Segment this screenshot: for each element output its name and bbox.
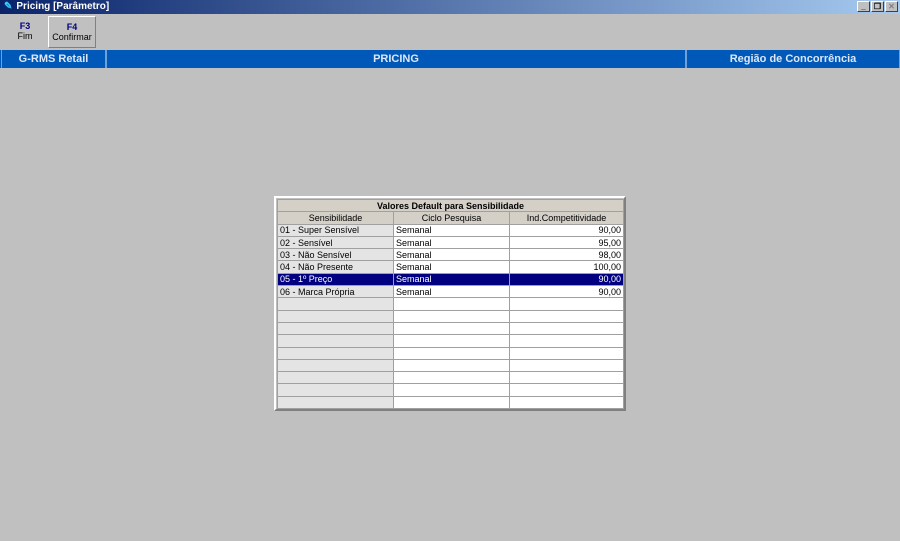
table-cell[interactable] bbox=[509, 346, 624, 360]
toolbar: F3 Fim F4 Confirmar bbox=[0, 15, 900, 48]
empty-row[interactable] bbox=[277, 383, 624, 397]
empty-row[interactable] bbox=[277, 395, 624, 410]
table-cell[interactable]: 01 - Super Sensível bbox=[277, 223, 394, 237]
table-cell[interactable] bbox=[509, 358, 624, 373]
table-cell[interactable] bbox=[509, 297, 624, 311]
column-header[interactable]: Sensibilidade bbox=[277, 211, 394, 225]
table-cell[interactable]: 06 - Marca Própria bbox=[277, 285, 394, 299]
screen-name: Região de Concorrência bbox=[686, 50, 900, 68]
app-name: G-RMS Retail bbox=[1, 50, 106, 68]
table-cell[interactable]: 95,00 bbox=[509, 235, 624, 250]
table-cell[interactable]: 03 - Não Sensível bbox=[277, 248, 394, 262]
table-cell[interactable]: 90,00 bbox=[509, 285, 624, 299]
column-header[interactable]: Ind.Competitividade bbox=[509, 211, 624, 225]
table-cell[interactable] bbox=[277, 358, 394, 373]
table-row[interactable]: 02 - Sensível Semanal 95,00 bbox=[277, 235, 624, 250]
table-row[interactable]: 06 - Marca Própria Semanal 90,00 bbox=[277, 285, 624, 299]
table-cell[interactable] bbox=[509, 395, 624, 410]
table-cell[interactable] bbox=[393, 309, 510, 323]
table-cell[interactable] bbox=[509, 383, 624, 397]
title-bar: ✎ Pricing [Parâmetro] _ ❐ ✕ bbox=[0, 0, 900, 14]
grid-title: Valores Default para Sensibilidade bbox=[277, 198, 624, 213]
empty-row[interactable] bbox=[277, 346, 624, 360]
empty-row[interactable] bbox=[277, 309, 624, 323]
table-cell[interactable] bbox=[393, 297, 510, 311]
table-cell[interactable] bbox=[393, 395, 510, 410]
table-cell[interactable] bbox=[393, 346, 510, 360]
column-header[interactable]: Ciclo Pesquisa bbox=[393, 211, 510, 225]
table-cell[interactable] bbox=[277, 395, 394, 410]
table-cell[interactable]: 98,00 bbox=[509, 248, 624, 262]
table-cell[interactable] bbox=[277, 309, 394, 323]
f4-confirmar-button[interactable]: F4 Confirmar bbox=[48, 16, 96, 48]
app-icon: ✎ bbox=[4, 1, 13, 12]
table-cell[interactable] bbox=[393, 321, 510, 336]
table-cell[interactable] bbox=[393, 358, 510, 373]
sensitivity-grid: Valores Default para Sensibilidade Sensi… bbox=[277, 198, 624, 410]
key-label: F4 bbox=[66, 22, 78, 32]
sensitivity-grid-panel: Valores Default para Sensibilidade Sensi… bbox=[274, 196, 626, 411]
table-row[interactable]: 01 - Super Sensível Semanal 90,00 bbox=[277, 223, 624, 237]
f3-fim-button[interactable]: F3 Fim bbox=[1, 16, 49, 48]
table-cell[interactable]: Semanal bbox=[393, 260, 510, 274]
table-cell[interactable]: Semanal bbox=[393, 272, 510, 287]
table-cell[interactable] bbox=[393, 334, 510, 348]
table-cell[interactable]: 90,00 bbox=[509, 223, 624, 237]
empty-row[interactable] bbox=[277, 321, 624, 336]
table-cell[interactable]: Semanal bbox=[393, 223, 510, 237]
table-cell[interactable] bbox=[393, 383, 510, 397]
module-name: PRICING bbox=[106, 50, 686, 68]
table-cell[interactable]: 04 - Não Presente bbox=[277, 260, 394, 274]
table-cell[interactable] bbox=[393, 371, 510, 385]
minimize-button[interactable]: _ bbox=[857, 1, 870, 12]
empty-row[interactable] bbox=[277, 297, 624, 311]
button-label: Fim bbox=[17, 31, 33, 41]
table-cell[interactable]: 02 - Sensível bbox=[277, 235, 394, 250]
table-cell[interactable] bbox=[277, 346, 394, 360]
table-cell[interactable] bbox=[509, 321, 624, 336]
table-cell[interactable] bbox=[509, 334, 624, 348]
header-band: G-RMS Retail PRICING Região de Concorrên… bbox=[0, 50, 900, 68]
table-cell[interactable] bbox=[277, 297, 394, 311]
table-row[interactable]: 03 - Não Sensível Semanal 98,00 bbox=[277, 248, 624, 262]
table-row[interactable]: 05 - 1º Preço Semanal 90,00 bbox=[277, 272, 624, 287]
empty-row[interactable] bbox=[277, 371, 624, 385]
table-cell[interactable] bbox=[277, 371, 394, 385]
table-cell[interactable] bbox=[509, 371, 624, 385]
table-cell[interactable]: 05 - 1º Preço bbox=[277, 272, 394, 287]
table-cell[interactable] bbox=[509, 309, 624, 323]
close-button[interactable]: ✕ bbox=[885, 1, 898, 12]
button-label: Confirmar bbox=[52, 32, 92, 42]
empty-row[interactable] bbox=[277, 334, 624, 348]
table-cell[interactable]: Semanal bbox=[393, 248, 510, 262]
empty-row[interactable] bbox=[277, 358, 624, 373]
window-title: Pricing [Parâmetro] bbox=[16, 1, 110, 12]
table-cell[interactable]: 100,00 bbox=[509, 260, 624, 274]
table-cell[interactable] bbox=[277, 321, 394, 336]
table-cell[interactable]: Semanal bbox=[393, 235, 510, 250]
table-cell[interactable] bbox=[277, 334, 394, 348]
key-label: F3 bbox=[19, 21, 31, 31]
table-row[interactable]: 04 - Não Presente Semanal 100,00 bbox=[277, 260, 624, 274]
table-cell[interactable]: 90,00 bbox=[509, 272, 624, 287]
table-cell[interactable] bbox=[277, 383, 394, 397]
restore-button[interactable]: ❐ bbox=[871, 1, 884, 12]
table-cell[interactable]: Semanal bbox=[393, 285, 510, 299]
